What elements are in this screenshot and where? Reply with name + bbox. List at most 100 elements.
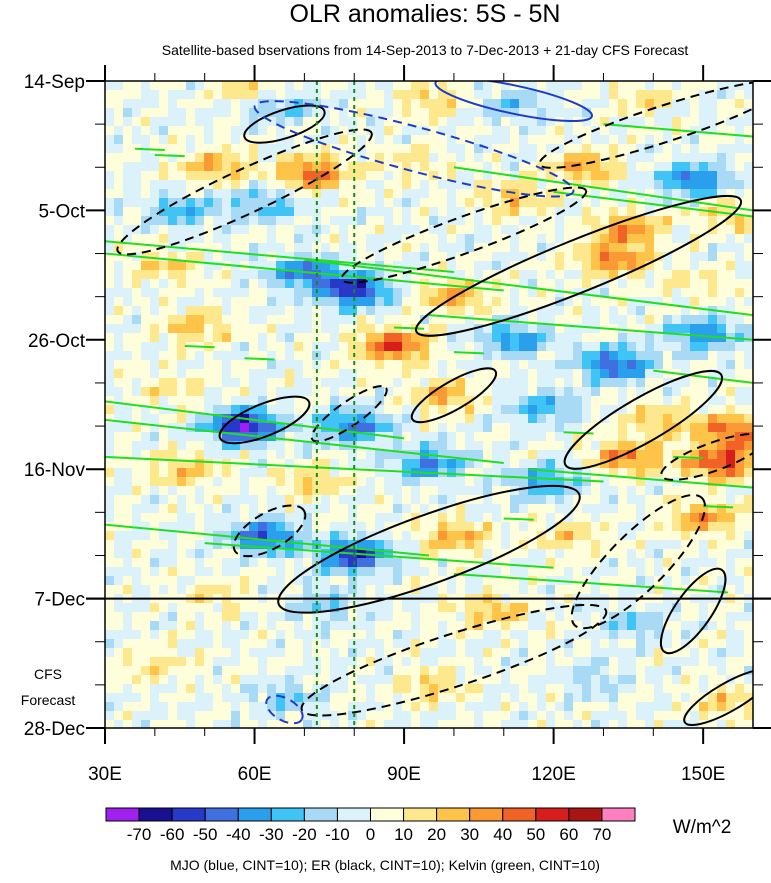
heatmap-cell: [330, 306, 340, 316]
heatmap-cell: [483, 342, 493, 352]
heatmap-cell: [276, 90, 286, 100]
heatmap-cell: [303, 558, 313, 568]
heatmap-cell: [267, 378, 277, 388]
heatmap-cell: [195, 117, 205, 127]
heatmap-cell: [339, 657, 349, 667]
heatmap-cell: [456, 432, 466, 442]
heatmap-cell: [546, 513, 556, 523]
heatmap-cell: [492, 333, 502, 343]
heatmap-cell: [474, 135, 484, 145]
heatmap-cell: [510, 225, 520, 235]
heatmap-cell: [501, 333, 511, 343]
heatmap-cell: [222, 351, 232, 361]
heatmap-cell: [132, 306, 142, 316]
heatmap-cell: [528, 207, 538, 217]
heatmap-cell: [717, 198, 727, 208]
heatmap-cell: [402, 378, 412, 388]
heatmap-cell: [114, 684, 124, 694]
heatmap-cell: [618, 279, 628, 289]
heatmap-cell: [600, 558, 610, 568]
heatmap-cell: [483, 540, 493, 550]
heatmap-cell: [510, 180, 520, 190]
heatmap-cell: [717, 531, 727, 541]
heatmap-cell: [348, 621, 358, 631]
heatmap-cell: [510, 243, 520, 253]
heatmap-cell: [294, 441, 304, 451]
heatmap-cell: [204, 585, 214, 595]
heatmap-cell: [294, 108, 304, 118]
heatmap-cell: [114, 243, 124, 253]
heatmap-cell: [267, 297, 277, 307]
heatmap-cell: [627, 216, 637, 226]
heatmap-cell: [654, 126, 664, 136]
heatmap-cell: [114, 351, 124, 361]
heatmap-cell: [429, 477, 439, 487]
heatmap-cell: [636, 558, 646, 568]
heatmap-cell: [114, 198, 124, 208]
heatmap-cell: [348, 216, 358, 226]
heatmap-cell: [222, 504, 232, 514]
heatmap-cell: [627, 126, 637, 136]
heatmap-cell: [537, 306, 547, 316]
heatmap-cell: [348, 468, 358, 478]
heatmap-cell: [735, 396, 745, 406]
heatmap-cell: [519, 558, 529, 568]
heatmap-cell: [699, 378, 709, 388]
heatmap-cell: [564, 270, 574, 280]
heatmap-cell: [690, 558, 700, 568]
heatmap-cell: [726, 486, 736, 496]
heatmap-cell: [546, 504, 556, 514]
heatmap-cell: [609, 171, 619, 181]
heatmap-cell: [384, 234, 394, 244]
heatmap-cell: [222, 306, 232, 316]
heatmap-cell: [708, 243, 718, 253]
heatmap-cell: [132, 216, 142, 226]
heatmap-cell: [681, 504, 691, 514]
heatmap-cell: [168, 459, 178, 469]
heatmap-cell: [591, 135, 601, 145]
heatmap-cell: [150, 522, 160, 532]
heatmap-cell: [186, 207, 196, 217]
heatmap-cell: [285, 504, 295, 514]
heatmap-cell: [528, 99, 538, 109]
heatmap-cell: [555, 360, 565, 370]
heatmap-cell: [222, 621, 232, 631]
heatmap-cell: [600, 513, 610, 523]
heatmap-cell: [573, 558, 583, 568]
heatmap-cell: [366, 333, 376, 343]
heatmap-cell: [168, 117, 178, 127]
heatmap-cell: [438, 306, 448, 316]
heatmap-cell: [114, 360, 124, 370]
heatmap-cell: [438, 648, 448, 658]
heatmap-cell: [456, 171, 466, 181]
heatmap-cell: [123, 315, 133, 325]
heatmap-cell: [699, 414, 709, 424]
heatmap-cell: [555, 171, 565, 181]
heatmap-cell: [321, 666, 331, 676]
heatmap-cell: [654, 567, 664, 577]
heatmap-cell: [456, 639, 466, 649]
heatmap-cell: [555, 126, 565, 136]
heatmap-cell: [519, 693, 529, 703]
heatmap-cell: [132, 270, 142, 280]
heatmap-cell: [447, 657, 457, 667]
heatmap-cell: [357, 603, 367, 613]
heatmap-cell: [699, 99, 709, 109]
heatmap-cell: [690, 315, 700, 325]
heatmap-cell: [627, 198, 637, 208]
heatmap-cell: [411, 477, 421, 487]
heatmap-cell: [384, 207, 394, 217]
heatmap-cell: [447, 585, 457, 595]
heatmap-cell: [744, 639, 753, 649]
heatmap-cell: [627, 612, 637, 622]
heatmap-cell: [420, 288, 430, 298]
heatmap-cell: [708, 603, 718, 613]
heatmap-cell: [456, 270, 466, 280]
heatmap-cell: [627, 603, 637, 613]
heatmap-cell: [303, 270, 313, 280]
heatmap-cell: [393, 666, 403, 676]
heatmap-cell: [195, 333, 205, 343]
heatmap-cell: [555, 585, 565, 595]
heatmap-cell: [366, 225, 376, 235]
heatmap-cell: [105, 477, 115, 487]
